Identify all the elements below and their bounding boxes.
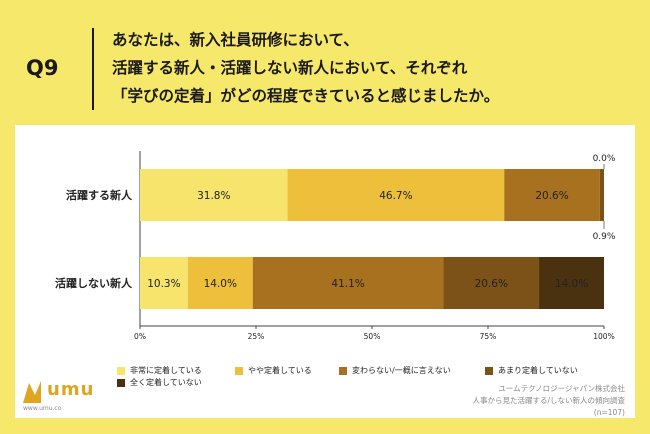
bar-segment — [539, 257, 604, 309]
legend-item: やや定着している — [235, 365, 312, 376]
data-label: 41.1% — [331, 278, 364, 290]
legend-label: やや定着している — [248, 366, 312, 375]
umu-logo-icon — [23, 381, 41, 403]
bar-segment — [443, 257, 540, 309]
bar-segment — [287, 169, 505, 221]
source-note: ユームテクノロジージャパン株式会社 人事から見た活躍する/しない新人の傾向調査 … — [472, 383, 625, 419]
data-label: 20.6% — [475, 278, 508, 290]
legend-item: 全く定着していない — [117, 377, 202, 388]
legend-item: 非常に定着している — [117, 365, 202, 376]
legend-swatch — [117, 366, 125, 375]
logo-url: www.umu.co — [23, 405, 62, 412]
data-label: 20.6% — [535, 190, 568, 202]
logo: umu www.umu.co — [21, 375, 121, 415]
question-line: あなたは、新入社員研修において、 — [112, 31, 359, 49]
data-label: 0.0% — [593, 154, 616, 164]
legend-item: 変わらない/一概に言えない — [339, 365, 451, 376]
legend-swatch — [485, 366, 493, 375]
question-divider — [92, 28, 94, 110]
legend-label: あまり定着していない — [498, 366, 578, 375]
bar-segment — [599, 169, 604, 221]
source-line: 人事から見た活躍する/しない新人の傾向調査 — [472, 396, 625, 405]
logo-text: umu — [47, 379, 95, 400]
bar-segment — [252, 257, 444, 309]
legend-swatch — [339, 366, 347, 375]
legend-item: あまり定着していない — [485, 365, 578, 376]
legend-label: 全く定着していない — [130, 378, 202, 387]
bar-segment — [140, 257, 188, 309]
source-line: ユームテクノロジージャパン株式会社 — [498, 384, 625, 393]
question-text: あなたは、新入社員研修において、 活躍する新人・活躍しない新人において、それぞれ… — [112, 26, 632, 110]
x-tick-label: 75% — [480, 332, 497, 341]
category-label: 活躍しない新人 — [55, 276, 133, 290]
legend-swatch — [235, 366, 243, 375]
data-label: 46.7% — [379, 190, 412, 202]
data-label: 0.9% — [593, 232, 616, 242]
bar-segment — [140, 169, 288, 221]
data-label: 31.8% — [197, 190, 230, 202]
chart-panel: 活躍する新人活躍しない新人 31.8% 46.7% 20.6% 0.9% 0.0% 10.3… — [15, 125, 635, 418]
x-tick-label: 25% — [248, 332, 265, 341]
legend-swatch — [117, 378, 125, 387]
bar-segment — [187, 257, 253, 309]
data-label: 14.0% — [204, 278, 237, 290]
x-tick-label: 0% — [134, 332, 146, 341]
data-label: 10.3% — [147, 278, 180, 290]
source-line: (n=107) — [593, 408, 625, 417]
x-tick-label: 100% — [593, 332, 614, 341]
legend-label: 変わらない/一概に言えない — [352, 366, 451, 375]
category-label: 活躍する新人 — [66, 188, 133, 202]
data-label: 14.0% — [555, 278, 588, 290]
question-line: 「学びの定着」がどの程度できていると感じましたか。 — [112, 87, 500, 105]
question-number: Q9 — [26, 56, 59, 80]
legend-label: 非常に定着している — [130, 366, 202, 375]
x-tick-label: 50% — [364, 332, 381, 341]
question-line: 活躍する新人・活躍しない新人において、それぞれ — [112, 59, 468, 77]
bar-segment — [504, 169, 600, 221]
